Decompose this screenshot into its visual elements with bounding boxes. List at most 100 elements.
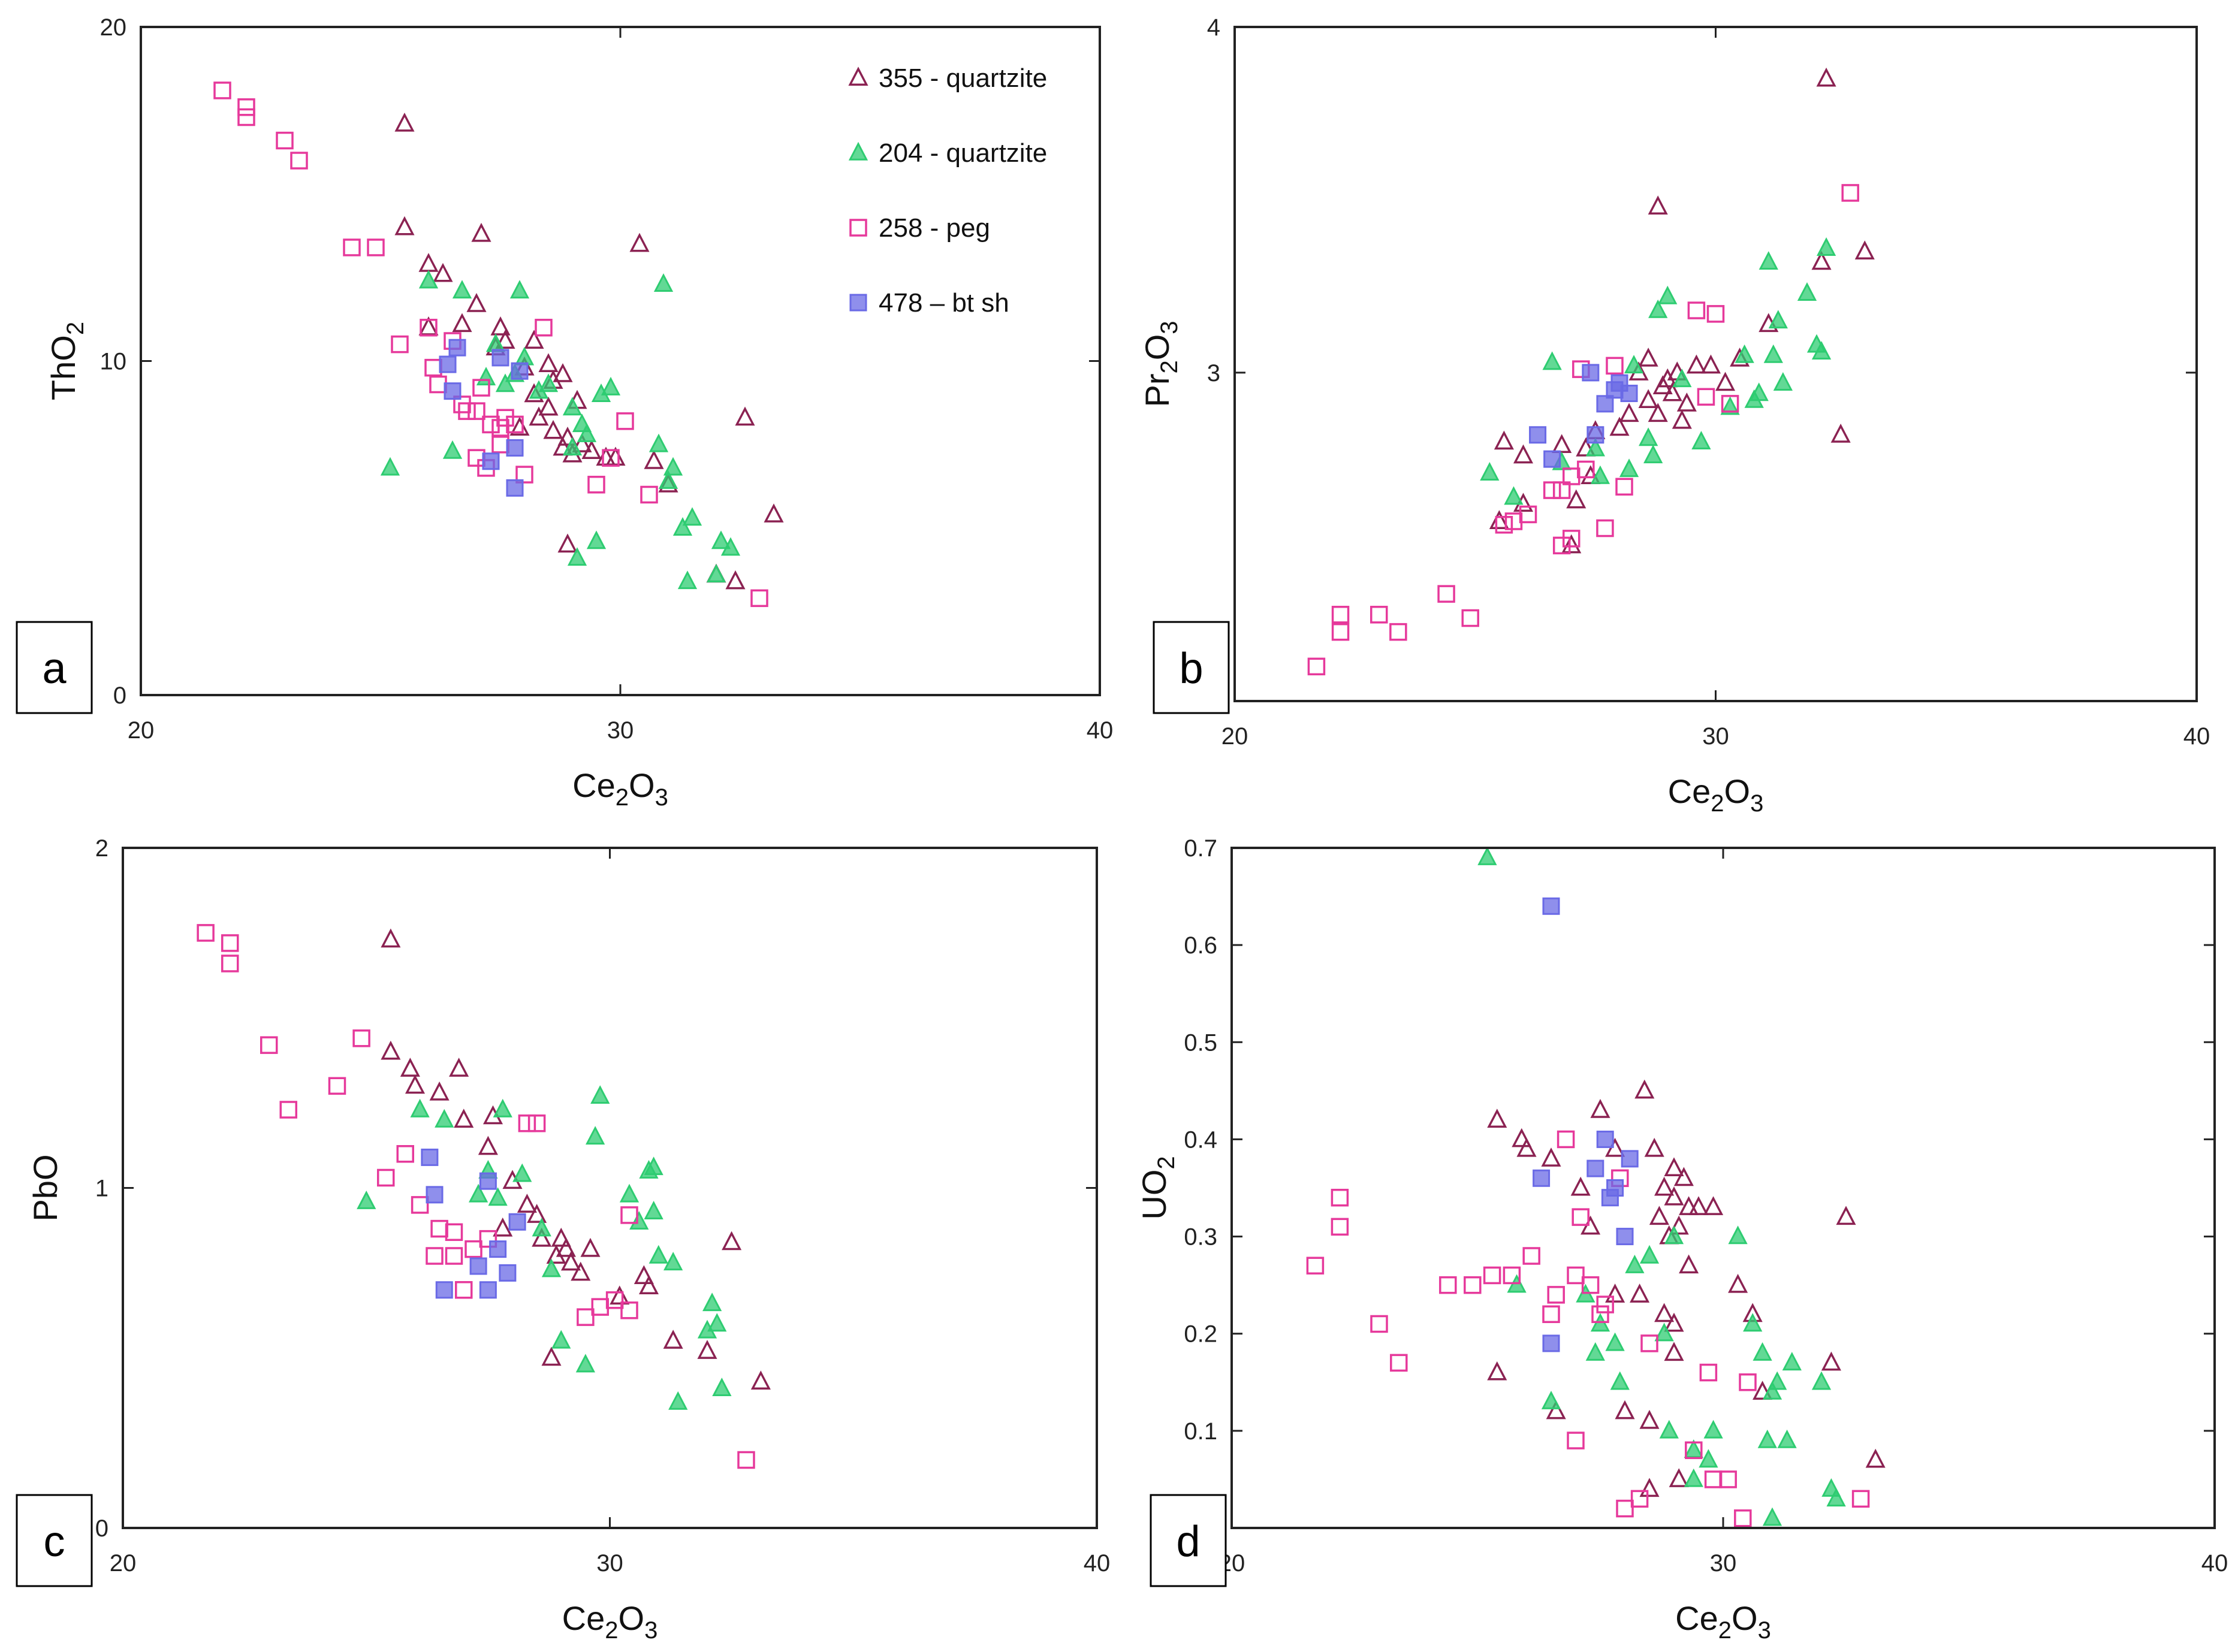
panel-a-point-0-8 [490,316,511,336]
panel-d-y-tick-label-6: 0.7 [1184,835,1217,862]
panel-b-point-1-2 [1542,351,1562,370]
panel-b-point-3-7 [1620,385,1638,403]
panel-b-point-2-20 [1687,301,1706,319]
panel-a-point-2-28 [750,589,768,608]
legend-marker-1 [848,141,868,161]
panel-d-point-2-1 [1331,1218,1349,1236]
panel-a-point-1-27 [706,564,726,583]
panel-c-point-1-20 [663,1252,683,1271]
panel-a-point-1-12 [562,397,583,416]
panel-a-point-1-21 [658,470,678,489]
panel-b-y-axis-title-part-2: O [1138,334,1176,361]
panel-c-point-3-4 [489,1240,507,1258]
panel-d-point-1-14 [1699,1449,1718,1468]
panel-a-point-2-8 [420,319,438,337]
panel-a-point-1-15 [577,423,597,442]
panel-c-point-2-16 [518,1114,536,1132]
panel-c-point-1-1 [410,1098,430,1118]
panel-b-point-1-0 [1480,462,1500,481]
panel-a-point-2-2 [237,108,255,126]
panel-c-point-2-18 [577,1308,595,1326]
panel-b-point-1-10 [1658,285,1678,304]
panel-a-point-1-18 [653,273,674,292]
panel-a-point-0-36 [509,416,530,436]
panel-b-point-0-14 [1561,534,1582,554]
panel-c-point-1-19 [649,1245,668,1264]
panel-d-point-3-0 [1542,897,1560,915]
panel-d-point-0-34 [1487,1361,1507,1381]
legend-label-2: 258 - peg [879,213,990,243]
legend-marker-3 [849,294,867,312]
panel-a-point-2-24 [587,476,605,494]
panel-a-point-2-21 [506,415,524,434]
panel-c-point-1-15 [629,1211,649,1230]
panel-d-point-0-31 [1821,1351,1841,1371]
panel-a-point-0-30 [629,232,650,252]
panel-d-point-1-7 [1610,1371,1630,1390]
panel-d-y-tick-label-2: 0.3 [1184,1224,1217,1251]
panel-b-point-0-0 [1816,67,1836,87]
panel-c-x-tick-label-0: 20 [110,1550,137,1577]
panel-c-point-1-22 [702,1292,722,1312]
panel-b-point-1-5 [1590,465,1610,484]
panel-a-point-2-17 [496,409,514,427]
panel-b-point-0-23 [1686,354,1706,374]
panel-d-point-2-25 [1719,1470,1737,1488]
panel-c-x-tick-label-2: 40 [1084,1550,1111,1577]
panel-a-point-2-6 [367,238,385,256]
panel-c-point-2-12 [426,1247,444,1265]
panel-b-point-2-0 [1307,657,1326,676]
panel-b-point-0-25 [1715,372,1736,391]
panel-c-series-2 [197,924,755,1469]
panel-d-point-0-10 [1673,1167,1694,1186]
panel-b-x-axis-title-part-0: Ce [1668,772,1711,810]
panel-a-point-2-23 [515,466,533,484]
panel-d-point-2-0 [1306,1257,1325,1275]
panel-a-y-axis-title: ThO2 [44,322,89,400]
panel-b-point-0-5 [1494,430,1514,450]
panel-b-point-2-6 [1461,609,1479,627]
panel-a-point-2-1 [237,98,255,116]
panel-c-point-1-9 [541,1258,562,1277]
panel-c-point-1-21 [668,1391,688,1410]
panel-b-point-0-11 [1566,489,1586,509]
panel-a-series-3 [439,339,529,497]
panel-d-point-0-11 [1664,1186,1684,1206]
panel-d-point-1-10 [1654,1322,1674,1342]
panel-d-point-0-4 [1590,1099,1610,1118]
panel-a-point-1-26 [720,537,741,556]
panel-b-point-2-9 [1519,505,1537,524]
legend-label-3: 478 – bt sh [879,288,1009,318]
panel-b-point-1-12 [1691,431,1711,450]
panel-b-point-0-22 [1676,392,1697,412]
panel-d-point-0-19 [1570,1176,1591,1196]
panel-a-x-axis-title-part-1: 2 [616,784,629,811]
panel-d-x-axis-title-part-0: Ce [1675,1599,1718,1637]
panel-d-y-tick-label-4: 0.5 [1184,1029,1217,1056]
panel-b-point-0-16 [1638,389,1658,409]
panel-d-point-2-22 [1685,1441,1703,1460]
panel-a-point-0-21 [557,426,578,446]
panel-a-point-1-22 [672,517,693,536]
panel-c-point-2-20 [605,1291,624,1309]
panel-a-point-0-3 [433,262,453,282]
panel-b-point-2-2 [1331,606,1350,624]
panel-b-x-axis-title: Ce2O3 [1668,772,1764,817]
legend: 355 - quartzite 204 - quartzite 258 - peg 4… [848,64,1047,318]
panel-c-point-1-10 [551,1330,571,1349]
panel-a-point-1-20 [663,457,683,476]
panel-c-point-0-6 [454,1109,474,1128]
panel-b-x-tick-label-0: 20 [1221,723,1248,750]
panel-b-point-0-2 [1854,240,1875,259]
panel-b-x-tick-label-1: 30 [1702,723,1729,750]
panel-a-x-tick-label-1: 30 [607,717,634,744]
panel-d-point-1-12 [1659,1420,1679,1439]
panel-b-y-tick-label-1: 4 [1207,14,1220,41]
panel-a-x-tick-label-2: 40 [1087,717,1114,744]
panel-d-point-0-7 [1644,1137,1664,1157]
panel-a-point-3-7 [506,479,524,497]
panel-c-point-2-9 [411,1196,429,1214]
panel-c-point-2-6 [352,1029,370,1047]
panel-a-y-tick-label-1: 10 [100,349,127,375]
